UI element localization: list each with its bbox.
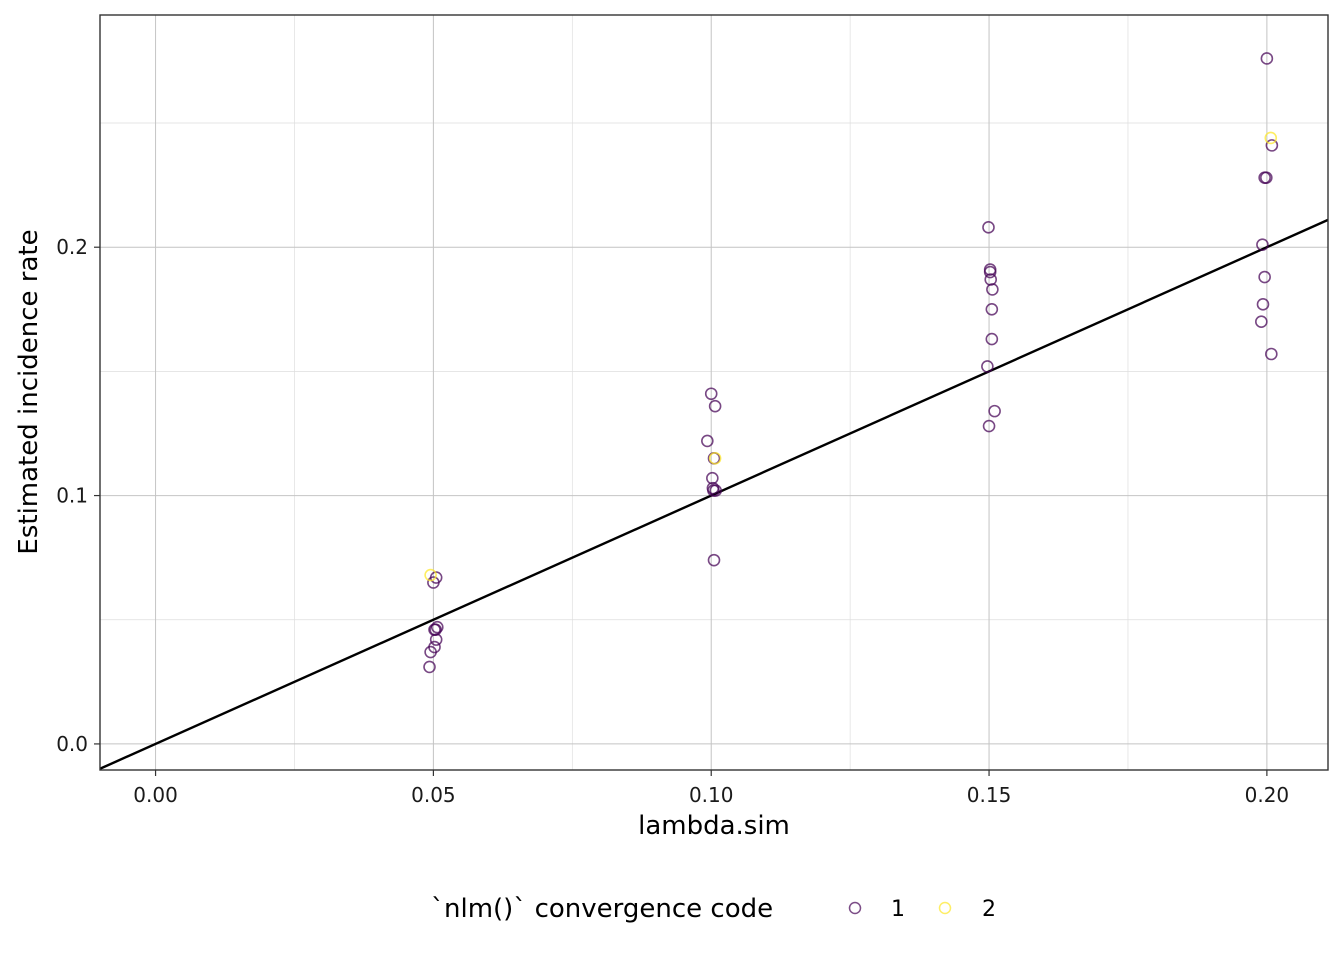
legend-key-2: [938, 901, 952, 915]
data-point-code-1: [985, 332, 999, 346]
data-point-code-1: [1256, 298, 1270, 311]
y-tick-label: 0.2: [56, 235, 88, 259]
legend-entry-2: 2: [938, 897, 996, 922]
identity-reference-line: [99, 218, 1329, 770]
data-point-code-1: [1260, 171, 1273, 184]
y-axis: 0.0 0.1 0.2: [56, 235, 100, 756]
data-point-code-1: [423, 660, 436, 674]
y-axis-title: Estimated incidence rate: [14, 229, 44, 554]
data-point-code-1: [982, 221, 995, 234]
legend: `nlm()` convergence code 1 2: [431, 894, 996, 924]
data-point-code-1: [428, 640, 441, 654]
x-tick-label: 0.10: [689, 783, 734, 807]
data-point-code-1: [709, 484, 722, 497]
data-point-code-1: [704, 387, 718, 401]
data-point-code-1: [1258, 270, 1271, 284]
data-point-code-2: [424, 568, 437, 582]
data-point-code-1: [984, 273, 998, 286]
data-point-code-1: [430, 620, 444, 634]
reference-line-layer: [99, 218, 1329, 770]
data-points: [423, 52, 1279, 674]
data-point-code-2: [1264, 131, 1278, 145]
y-tick-label: 0.0: [56, 732, 88, 756]
data-point-code-1: [701, 434, 714, 448]
data-point-code-1: [1265, 347, 1278, 361]
data-point-code-1: [707, 553, 721, 567]
data-point-code-1: [988, 404, 1001, 418]
x-tick-label: 0.20: [1245, 783, 1290, 807]
legend-key-1: [848, 901, 862, 915]
data-point-code-1: [708, 399, 722, 413]
x-axis-title: lambda.sim: [638, 811, 790, 841]
data-point-code-1: [429, 571, 443, 584]
data-point-code-1: [981, 360, 994, 373]
plot-area: [99, 14, 1329, 771]
plot-border: [99, 14, 1329, 771]
x-tick-label: 0.05: [411, 783, 456, 807]
data-point-code-1: [706, 471, 719, 485]
data-point-code-1: [983, 263, 997, 276]
data-point-code-1: [1256, 238, 1269, 252]
data-point-code-1: [1255, 315, 1268, 329]
legend-entry-1: 1: [848, 897, 905, 922]
y-tick-label: 0.1: [56, 484, 88, 508]
data-point-code-1: [982, 419, 996, 433]
minor-gridlines: [100, 15, 1328, 770]
plot-panel: [100, 15, 1328, 770]
legend-title: `nlm()` convergence code: [431, 894, 773, 924]
legend-label-1: 1: [891, 897, 905, 922]
data-point-code-1: [1265, 139, 1279, 152]
legend-label-2: 2: [982, 897, 996, 922]
data-point-code-1: [1260, 52, 1274, 65]
x-tick-label: 0.00: [133, 783, 178, 807]
data-point-code-1: [985, 303, 999, 316]
data-point-code-2: [708, 452, 722, 465]
x-tick-label: 0.15: [967, 783, 1012, 807]
data-point-code-1: [706, 481, 720, 495]
x-axis: 0.00 0.05 0.10 0.15 0.20: [133, 770, 1289, 807]
data-point-code-1: [429, 623, 442, 636]
